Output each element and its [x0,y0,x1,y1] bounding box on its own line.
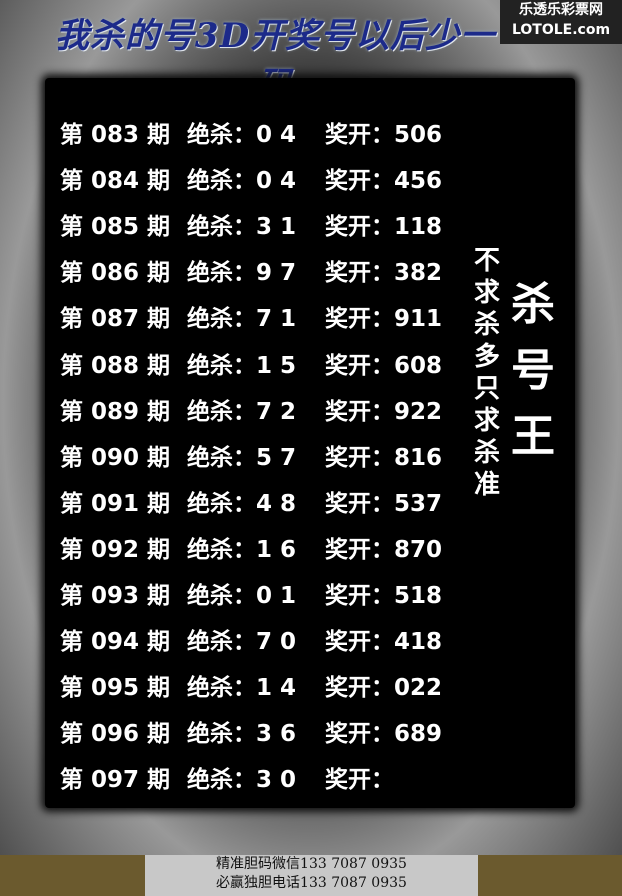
kill-number: 绝杀：7 1 [187,306,297,333]
kill-number: 绝杀：7 0 [187,629,297,656]
draw-result: 奖开：022 [325,675,443,702]
period: 第 088 期 [60,352,171,379]
site-name: 乐透乐彩票网 [519,2,603,18]
draw-result: 奖开：506 [325,122,443,148]
draw-result: 奖开：456 [325,168,443,195]
kill-number: 绝杀：0 1 [187,583,297,609]
slogan: 不求杀多只求杀准 [473,246,500,500]
watermark: 乐透乐彩票网 LOTOLE.com [500,0,622,44]
period: 第 087 期 [60,306,171,333]
period: 第 097 期 [60,767,171,794]
draw-result: 奖开：118 [325,214,443,241]
kill-number: 绝杀：5 7 [187,444,297,471]
kill-number: 绝杀：0 4 [187,168,297,195]
kill-number: 绝杀：1 4 [187,675,297,702]
panel [45,78,575,808]
kill-number: 绝杀：3 1 [187,214,297,241]
kill-number: 绝杀：1 5 [187,352,297,379]
footer: 精准胆码微信133 7087 0935 必赢独胆电话133 7087 0935 [0,855,622,896]
period: 第 085 期 [60,214,171,241]
brand: 杀号王 [511,279,555,462]
period: 第 096 期 [60,721,171,748]
footer-line: 必赢独胆电话133 7087 0935 [216,875,407,891]
period: 第 090 期 [60,444,171,471]
site-url: LOTOLE.com [511,22,611,38]
kill-number: 绝杀：7 2 [187,398,297,425]
period: 第 086 期 [60,260,171,287]
kill-number: 绝杀：1 6 [187,536,297,563]
draw-result: 奖开：382 [325,260,443,287]
period: 第 089 期 [60,398,171,425]
draw-result: 奖开：608 [325,352,443,379]
period: 第 093 期 [60,583,171,609]
period: 第 083 期 [60,122,171,148]
draw-result: 奖开：689 [325,721,443,748]
draw-result: 奖开：922 [325,398,443,425]
kill-number: 绝杀：0 4 [187,122,297,148]
period: 第 092 期 [60,536,171,563]
draw-result: 奖开：418 [325,629,443,656]
kill-number: 绝杀：4 8 [187,490,297,517]
period: 第 084 期 [60,168,171,195]
kill-number: 绝杀：3 0 [187,767,297,794]
draw-result: 奖开：537 [325,490,443,517]
footer-line: 精准胆码微信133 7087 0935 [216,856,407,872]
draw-result: 奖开：518 [325,583,443,609]
period: 第 095 期 [60,675,171,702]
footer-box: 精准胆码微信133 7087 0935 必赢独胆电话133 7087 0935 [145,855,478,896]
kill-number: 绝杀：9 7 [187,260,297,287]
draw-result: 奖开：816 [325,444,443,471]
period: 第 091 期 [60,490,171,517]
period: 第 094 期 [60,629,171,656]
draw-result: 奖开： [325,767,394,794]
kill-number: 绝杀：3 6 [187,721,297,748]
draw-result: 奖开：870 [325,536,443,563]
draw-result: 奖开：911 [325,306,443,333]
